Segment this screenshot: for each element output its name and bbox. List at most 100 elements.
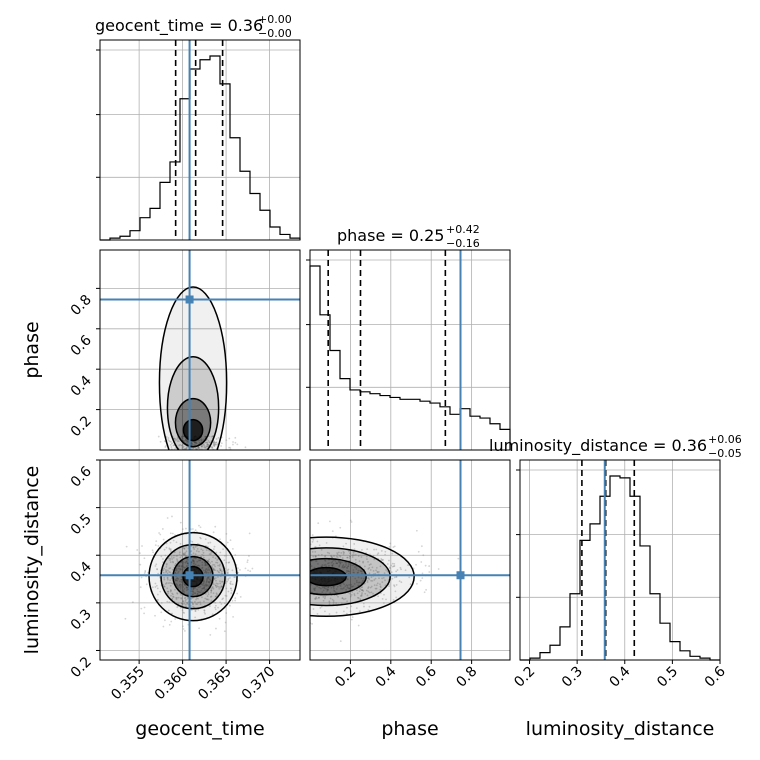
sample-point <box>182 445 185 448</box>
sample-point <box>210 587 213 590</box>
sample-point <box>314 550 317 553</box>
sample-point <box>370 579 372 582</box>
sample-point <box>199 603 202 606</box>
sample-point <box>190 553 193 556</box>
sample-point <box>345 564 347 566</box>
sample-point <box>212 556 214 559</box>
sample-point <box>178 440 180 442</box>
sample-point <box>351 554 354 556</box>
sample-point <box>193 443 196 446</box>
sample-point <box>207 542 210 544</box>
sample-point <box>186 565 188 568</box>
sample-point <box>206 560 209 562</box>
sample-point <box>334 560 337 562</box>
sample-point <box>342 564 345 566</box>
sample-point <box>183 566 185 569</box>
sample-point <box>162 571 165 574</box>
sample-point <box>332 559 335 562</box>
sample-point <box>211 613 214 616</box>
sample-point <box>163 576 166 579</box>
sample-point <box>331 598 334 601</box>
sample-point <box>341 597 344 599</box>
sample-point <box>315 555 317 558</box>
sample-point <box>181 603 184 605</box>
sample-point <box>197 590 200 593</box>
sample-point <box>184 566 187 569</box>
sample-point <box>367 590 370 593</box>
sample-point <box>203 581 205 584</box>
sample-point <box>317 522 320 525</box>
sample-point <box>174 578 177 581</box>
sample-point <box>185 447 187 450</box>
sample-point <box>184 561 187 564</box>
sample-point <box>326 590 328 592</box>
sample-point <box>191 528 194 530</box>
sample-point <box>190 550 192 552</box>
density-contour <box>182 418 204 442</box>
sample-point <box>201 564 204 566</box>
sample-point <box>211 446 214 449</box>
sample-point <box>205 549 208 552</box>
sample-point <box>313 588 316 591</box>
sample-point <box>205 585 207 588</box>
sample-point <box>331 556 333 559</box>
sample-point <box>157 544 160 547</box>
sample-point <box>192 602 194 605</box>
sample-point <box>210 599 213 602</box>
sample-point <box>173 437 176 440</box>
sample-point <box>175 598 178 601</box>
sample-point <box>180 565 183 568</box>
sample-point <box>204 435 206 438</box>
sample-point <box>385 569 388 571</box>
sample-point <box>379 588 382 591</box>
sample-point <box>169 579 172 582</box>
sample-point <box>419 579 422 582</box>
sample-point <box>351 616 354 619</box>
sample-point <box>209 571 212 574</box>
sample-point <box>229 582 232 585</box>
sample-point <box>214 577 217 579</box>
sample-point <box>140 576 143 579</box>
sample-point <box>209 596 212 598</box>
sample-point <box>234 597 237 599</box>
sample-point <box>367 560 369 563</box>
sample-point <box>182 566 185 568</box>
sample-point <box>346 584 349 587</box>
sample-point <box>388 585 390 587</box>
sample-point <box>357 571 359 574</box>
sample-point <box>208 444 210 446</box>
sample-point <box>249 570 252 573</box>
sample-point <box>192 559 195 562</box>
sample-point <box>145 583 148 586</box>
sample-point <box>365 555 368 558</box>
sample-point <box>219 586 222 589</box>
title-luminosity_distance-minus: −0.05 <box>708 447 742 460</box>
sample-point <box>336 553 339 556</box>
sample-point <box>220 570 223 573</box>
sample-point <box>225 561 228 564</box>
sample-point <box>213 441 215 444</box>
sample-point <box>196 603 199 606</box>
sample-point <box>201 445 204 448</box>
sample-point <box>213 564 216 566</box>
sample-point <box>219 580 221 583</box>
sample-point <box>361 579 364 582</box>
sample-point <box>349 519 352 522</box>
sample-point <box>380 557 383 560</box>
sample-point <box>171 597 174 600</box>
sample-point <box>345 569 348 572</box>
sample-point <box>205 544 207 547</box>
sample-point <box>207 560 209 562</box>
sample-point <box>392 546 395 548</box>
panel-frame <box>309 459 511 661</box>
sample-point <box>168 567 171 570</box>
sample-point <box>341 557 344 559</box>
sample-point <box>316 540 319 543</box>
sample-point <box>213 601 216 604</box>
sample-point <box>205 581 208 584</box>
sample-point <box>313 566 316 569</box>
sample-point <box>154 586 157 588</box>
sample-point <box>187 586 189 589</box>
sample-point <box>170 582 173 585</box>
